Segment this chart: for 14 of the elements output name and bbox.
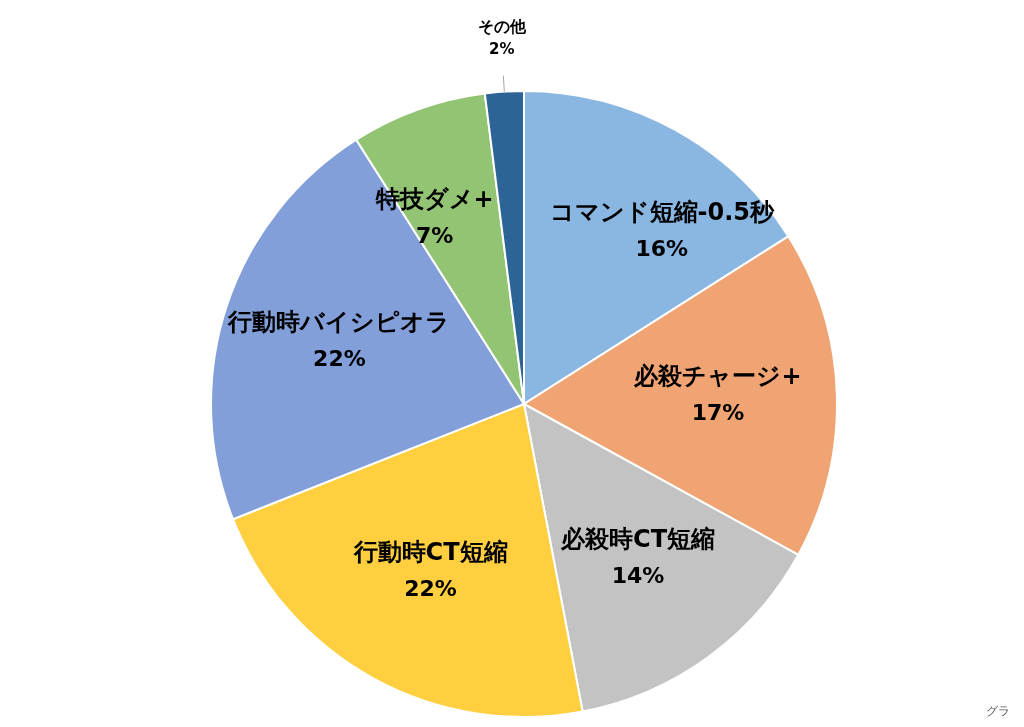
- data-label: 7%: [415, 223, 454, 249]
- data-label: 14%: [611, 563, 665, 588]
- slice-label: 必殺チャージ+: [633, 361, 802, 390]
- data-label: 17%: [691, 399, 745, 425]
- data-label: 22%: [313, 346, 366, 372]
- slice-label: その他: [477, 16, 527, 36]
- data-label: 2%: [489, 39, 515, 58]
- data-label: 16%: [635, 235, 689, 261]
- slice-label: 必殺時CT短縮: [560, 525, 716, 553]
- text: グラ: [986, 704, 1010, 718]
- data-label: 22%: [404, 576, 457, 602]
- slice-label: 行動時バイシピオラ: [227, 308, 451, 337]
- slice-label: コマンド短縮-0.5秒: [549, 197, 775, 226]
- slice-label: 行動時CT短縮: [352, 538, 508, 567]
